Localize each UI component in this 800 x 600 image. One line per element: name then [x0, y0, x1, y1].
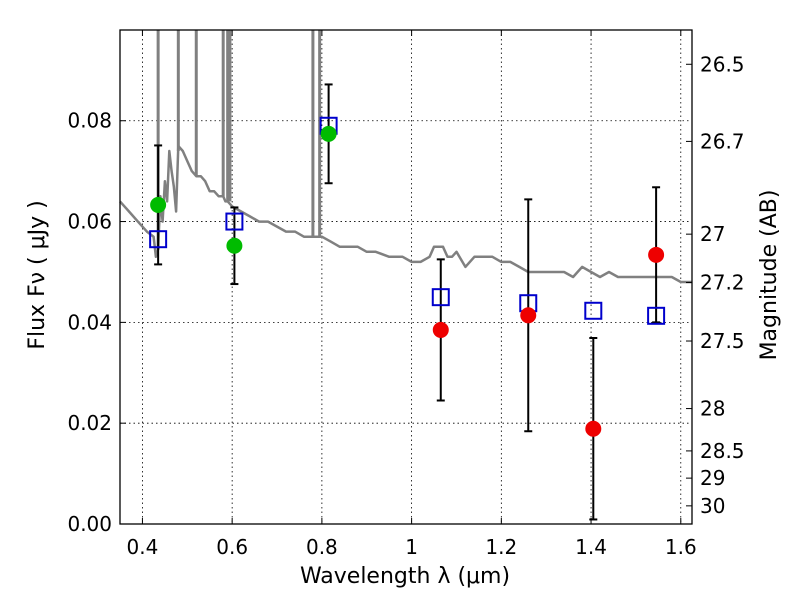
upper-limit-point	[585, 420, 602, 437]
right-tick-label: 26.5	[700, 52, 745, 76]
right-axis-title: Magnitude (AB)	[757, 190, 782, 361]
model-sed-line	[119, 144, 692, 284]
detection-point	[150, 196, 167, 213]
x-axis-title: Wavelength λ (μm)	[300, 564, 510, 589]
right-tick-label: 30	[700, 494, 725, 518]
model-sed-series	[119, 30, 692, 284]
upper-limit-point	[520, 307, 537, 324]
model-broadband-marker	[225, 212, 244, 231]
axis-ticks: 0.4 0.6 0.8 1 1.2 1.4 1.6 0.00 0.02 0.04 0.06 0.08 2…	[67, 30, 745, 559]
right-tick-label: 27.2	[700, 271, 745, 295]
x-tick-label: 0.8	[306, 535, 338, 559]
right-tick-label: 27	[700, 222, 725, 246]
plot-frame	[119, 29, 693, 525]
right-tick-label: 28	[700, 397, 725, 421]
data-points	[149, 116, 666, 437]
detection-point	[320, 125, 337, 142]
right-tick-label: 29	[700, 466, 725, 490]
y-tick-label: 0.04	[67, 310, 112, 334]
model-broadband-marker	[431, 288, 450, 307]
model-broadband-marker	[647, 306, 666, 325]
y-tick-label: 0.06	[67, 210, 112, 234]
right-tick-label: 27.5	[700, 329, 745, 353]
y-tick-label: 0.08	[67, 109, 112, 133]
y-axis-title: Flux Fν ( μJy )	[25, 200, 50, 349]
x-tick-label: 1.2	[485, 535, 517, 559]
model-broadband-marker	[149, 230, 168, 249]
upper-limit-point	[648, 246, 665, 263]
detection-point	[226, 237, 243, 254]
x-tick-label: 1.4	[575, 535, 607, 559]
upper-limit-point	[432, 321, 449, 338]
x-tick-label: 0.4	[127, 535, 159, 559]
right-tick-label: 26.7	[700, 129, 745, 153]
model-broadband-marker	[584, 301, 603, 320]
x-tick-label: 1	[405, 535, 418, 559]
y-tick-label: 0.00	[67, 512, 112, 536]
x-tick-label: 0.6	[216, 535, 248, 559]
x-tick-label: 1.6	[665, 535, 697, 559]
right-tick-label: 28.5	[700, 439, 745, 463]
y-tick-label: 0.02	[67, 411, 112, 435]
